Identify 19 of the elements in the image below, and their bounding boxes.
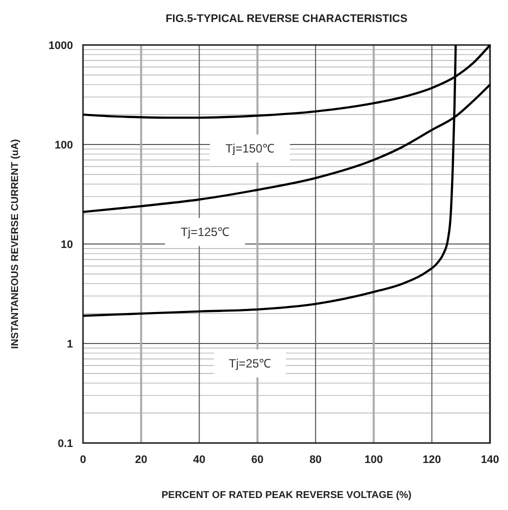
y-tick-label: 0.1 [58, 438, 73, 450]
y-tick-label: 100 [54, 140, 73, 152]
x-axis-title: PERCENT OF RATED PEAK REVERSE VOLTAGE (%) [161, 490, 412, 501]
x-tick-label: 100 [364, 454, 383, 466]
x-tick-label: 40 [193, 454, 206, 466]
x-tick-label: 120 [422, 454, 442, 466]
x-tick-label: 60 [251, 454, 264, 466]
annotation: Tj=125℃ [180, 225, 230, 240]
chart-title: FIG.5-TYPICAL REVERSE CHARACTERISTICS [166, 13, 408, 25]
annotation: Tj=150℃ [225, 141, 274, 156]
y-tick-label: 10 [60, 239, 73, 251]
y-tick-label: 1 [66, 338, 73, 350]
x-tick-label: 80 [309, 454, 322, 466]
x-tick-label: 0 [80, 454, 86, 466]
y-tick-label: 1000 [48, 40, 73, 52]
x-tick-label: 20 [135, 454, 148, 466]
x-tick-label: 140 [480, 454, 500, 466]
y-axis-title: INSTANTANEOUS REVERSE CURRENT (uA) [10, 139, 21, 349]
annotation: Tj=25℃ [228, 356, 272, 370]
